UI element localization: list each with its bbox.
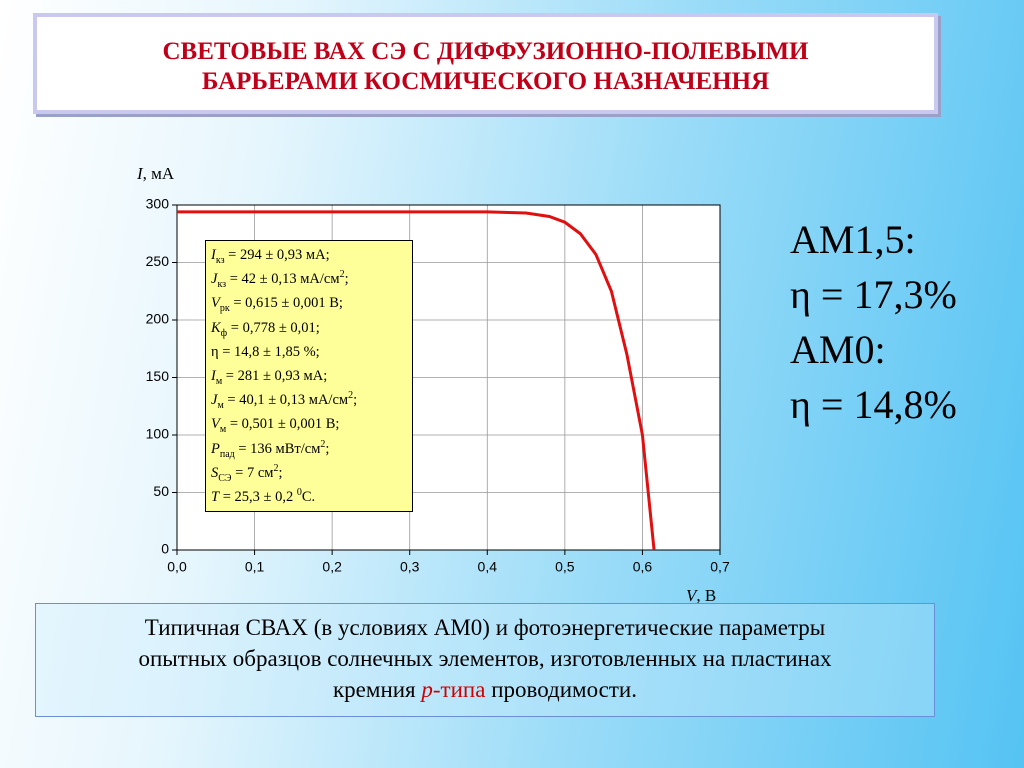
parameter-line: T = 25,3 ± 0,2 0С.: [211, 485, 407, 509]
parameter-value: = 281 ± 0,93 мА;: [222, 368, 328, 385]
parameter-value: = 0,501 ± 0,001 В;: [226, 416, 340, 433]
caption-type: -типа: [432, 677, 486, 702]
parameter-subscript: м: [215, 375, 223, 387]
y-axis-unit: , мА: [143, 164, 175, 183]
parameter-line: η = 14,8 ± 1,85 %;: [211, 340, 407, 364]
parameter-line: Vрк = 0,615 ± 0,001 В;: [211, 291, 407, 315]
parameter-line: Iкз = 294 ± 0,93 мА;: [211, 243, 407, 267]
parameter-value: = 294 ± 0,93 мА;: [224, 247, 330, 263]
parameter-tail: ;: [278, 464, 283, 481]
caption-text: проводимости.: [485, 677, 637, 702]
title-line: БАРЬЕРАМИ КОСМИЧЕСКОГО НАЗНАЧЕННЯ: [201, 68, 770, 95]
y-tick-label: 0: [161, 541, 169, 557]
y-tick-label: 150: [146, 368, 170, 384]
iv-curve: [177, 210, 656, 551]
x-axis-label: V, В: [686, 586, 716, 605]
parameters-box: Iкз = 294 ± 0,93 мА; Jкз = 42 ± 0,13 мА/с…: [205, 240, 413, 512]
parameter-value: = 42 ± 0,13 мА/см: [226, 271, 340, 288]
caption-line: кремния p-типа проводимости.: [36, 674, 934, 705]
plot-frame: [176, 204, 721, 551]
parameter-value: = 0,778 ± 0,01;: [227, 319, 320, 336]
parameter-subscript: кз: [217, 279, 227, 291]
x-tick-label: 0,0: [167, 559, 187, 575]
parameter-tail: ;: [353, 392, 358, 409]
y-tick-label: 250: [146, 253, 170, 269]
parameter-symbol: J: [211, 271, 218, 288]
parameter-symbol: S: [211, 464, 219, 481]
parameter-symbol: T: [211, 489, 220, 506]
parameter-line: Jкз = 42 ± 0,13 мА/см2;: [211, 267, 407, 291]
parameter-superscript: 2: [339, 269, 345, 281]
parameter-value: = 25,3 ± 0,2: [219, 489, 297, 506]
x-tick-label: 0,4: [478, 559, 498, 575]
y-tick-label: 50: [153, 483, 169, 499]
y-tick-label: 300: [146, 196, 170, 212]
parameter-value: η = 14,8 ± 1,85 %;: [211, 343, 320, 360]
parameter-symbol: J: [211, 392, 218, 409]
x-tick-label: 0,1: [245, 559, 265, 575]
x-tick-label: 0,5: [555, 559, 575, 575]
x-tick-label: 0,3: [400, 559, 420, 575]
parameter-symbol: I: [211, 368, 216, 385]
x-axis-unit: , В: [696, 586, 716, 605]
parameter-subscript: кз: [215, 254, 225, 266]
efficiency-text: AM1,5: η = 17,3% AM0: η = 14,8%: [790, 212, 957, 432]
parameter-value: = 40,1 ± 0,13 мА/см: [223, 392, 349, 409]
x-tick-label: 0,7: [710, 559, 730, 575]
parameter-subscript: пад: [219, 448, 235, 460]
caption-p: p: [421, 677, 433, 702]
x-tick-label: 0,2: [322, 559, 342, 575]
parameter-subscript: ф: [220, 327, 228, 339]
parameter-symbol: P: [211, 440, 220, 457]
y-axis-symbol: I: [136, 164, 144, 183]
parameter-subscript: м: [217, 400, 224, 412]
parameter-tail: С.: [301, 489, 316, 506]
y-tick-label: 200: [146, 311, 170, 327]
caption-line: Типичная СВАХ (в условиях АМ0) и фотоэне…: [144, 615, 826, 640]
parameter-line: Vм = 0,501 ± 0,001 В;: [211, 412, 407, 436]
title-box: СВЕТОВЫЕ ВАХ СЭ С ДИФФУЗИОННО-ПОЛЕВЫМИ Б…: [33, 13, 938, 114]
caption-text: кремния: [333, 677, 422, 702]
x-tick-label: 0,6: [633, 559, 653, 575]
parameter-symbol: K: [211, 319, 221, 336]
parameter-superscript: 0: [296, 487, 302, 499]
side-line: η = 17,3%: [790, 272, 957, 317]
side-line: AM1,5:: [790, 217, 916, 262]
parameter-superscript: 2: [273, 463, 279, 474]
parameter-symbol: V: [211, 295, 220, 312]
parameter-value: = 7 см: [231, 464, 274, 481]
parameter-value: = 136 мВт/см: [234, 440, 321, 457]
parameter-symbol: I: [211, 247, 216, 263]
side-line: η = 14,8%: [790, 382, 957, 427]
parameter-symbol: V: [211, 416, 220, 433]
parameter-line: SСЭ = 7 см2;: [211, 461, 407, 485]
parameter-line: Jм = 40,1 ± 0,13 мА/см2;: [211, 388, 407, 412]
parameter-line: Pпад = 136 мВт/см2;: [211, 437, 407, 461]
parameter-superscript: 2: [320, 438, 326, 450]
caption-box: Типичная СВАХ (в условиях АМ0) и фотоэне…: [35, 603, 935, 717]
caption-line: опытных образцов солнечных элементов, из…: [138, 646, 832, 671]
y-axis-label: I, мА: [136, 164, 175, 183]
parameter-value: = 0,615 ± 0,001 В;: [229, 295, 343, 312]
y-tick-label: 100: [146, 426, 170, 442]
x-axis-symbol: V: [686, 586, 699, 605]
parameter-line: Kф = 0,778 ± 0,01;: [211, 316, 407, 340]
title-line: СВЕТОВЫЕ ВАХ СЭ С ДИФФУЗИОННО-ПОЛЕВЫМИ: [162, 38, 809, 65]
parameter-superscript: 2: [348, 390, 354, 402]
parameter-line: Iм = 281 ± 0,93 мА;: [211, 364, 407, 388]
parameter-subscript: СЭ: [218, 472, 232, 484]
parameter-tail: ;: [325, 440, 330, 457]
side-line: AM0:: [790, 327, 886, 372]
parameter-subscript: рк: [219, 303, 230, 315]
parameter-subscript: м: [219, 424, 227, 436]
parameter-tail: ;: [344, 271, 349, 288]
